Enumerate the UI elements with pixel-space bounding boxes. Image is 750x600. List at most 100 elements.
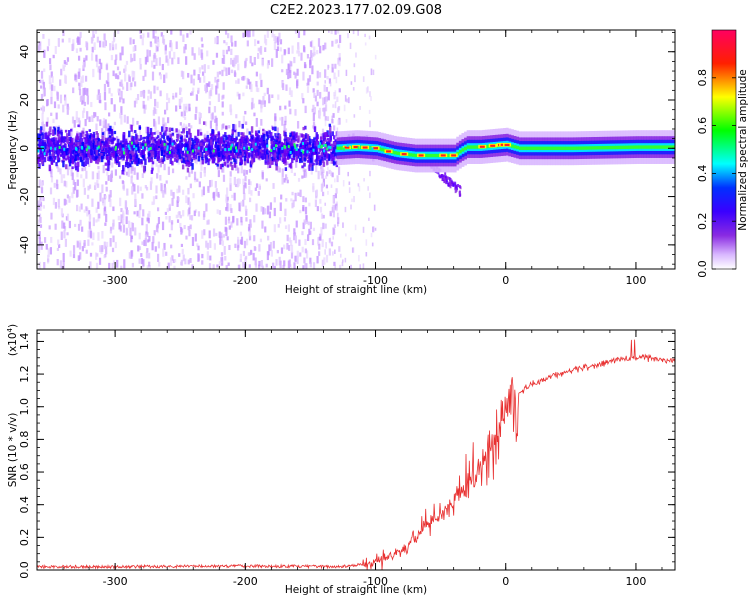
spectrogram-noise-cell <box>91 46 94 53</box>
spectrogram-band-cell <box>245 147 249 155</box>
spectrogram-noise-cell <box>245 170 248 175</box>
spectrogram-band-cell <box>90 134 94 138</box>
spectrogram-band-cell <box>161 146 164 151</box>
spectrogram-band-cell <box>66 136 69 143</box>
spectrogram-noise-cell <box>105 181 108 185</box>
spectrogram-noise-cell <box>136 120 139 125</box>
spectrogram-band-cell <box>79 151 83 156</box>
spectrogram-noise-cell <box>228 225 231 230</box>
spectrogram-band-cell <box>256 145 259 148</box>
spectrogram-noise-cell <box>299 189 302 198</box>
spectrogram-band-cell <box>180 156 183 159</box>
spectrogram-noise-cell <box>275 259 278 266</box>
spectrogram-noise-cell <box>285 68 289 76</box>
spectrogram-noise-cell <box>288 87 292 95</box>
spectrogram-noise-cell <box>75 189 79 198</box>
spectrogram-noise-cell <box>102 201 105 206</box>
spectrogram-band-cell <box>111 131 114 137</box>
spectrogram-band-cell <box>122 157 125 161</box>
spectrogram-noise-cell <box>346 98 348 103</box>
spectrogram-noise-cell <box>61 265 64 269</box>
spectrogram-noise-cell <box>158 57 162 66</box>
spectrogram-noise-cell <box>156 130 160 137</box>
spectrogram-noise-cell <box>119 52 122 61</box>
spectrogram-band-cell <box>82 161 86 167</box>
spectrogram-noise-cell <box>248 179 251 186</box>
spectrogram-band-cell <box>168 137 171 145</box>
spectrogram-noise-cell <box>289 70 292 79</box>
spectrogram-band-cell <box>170 148 174 155</box>
spectrogram-band-cell <box>76 146 79 151</box>
spectrogram-band-cell <box>115 152 119 157</box>
spectrogram-noise-cell <box>283 49 286 56</box>
spectrogram-noise-cell <box>301 231 304 236</box>
spectrogram-noise-cell <box>189 224 192 230</box>
spectrogram-noise-cell <box>373 204 376 211</box>
spectrogram-noise-cell <box>42 205 45 209</box>
spectrogram-band-cell <box>166 149 170 154</box>
spectrogram-band-cell <box>201 139 204 143</box>
spectrogram-band-cell <box>181 152 185 155</box>
spectrogram-band-cell <box>44 140 47 144</box>
spectrogram-noise-cell <box>108 87 111 94</box>
spectrogram-noise-cell <box>134 227 137 236</box>
spectrogram-noise-cell <box>222 55 226 65</box>
spectrogram-noise-cell <box>309 41 313 47</box>
spectrogram-noise-cell <box>121 86 125 90</box>
spectrogram-noise-cell <box>273 265 276 269</box>
spectrogram-band-cell <box>308 144 311 148</box>
spectrogram-noise-cell <box>222 123 225 129</box>
spectrogram-band-cell <box>122 165 125 172</box>
spectrogram-band-cell <box>50 160 54 166</box>
spectrogram-noise-cell <box>94 252 98 260</box>
spectrogram-band-cell <box>312 150 316 156</box>
spectrogram-noise-cell <box>114 241 117 249</box>
spectrogram-band-cell <box>321 136 324 140</box>
spectrogram-noise-cell <box>354 224 357 231</box>
spectrogram-noise-cell <box>114 169 118 176</box>
spectrogram-band-cell <box>284 140 287 145</box>
spectrogram-noise-cell <box>334 264 337 269</box>
spectrogram-band-cell <box>317 151 321 155</box>
spectrogram-band-cell <box>329 135 333 141</box>
spectrogram-band-cell <box>226 156 229 164</box>
spectrogram-noise-cell <box>42 197 45 202</box>
spectrogram-noise-cell <box>81 226 84 232</box>
spectrogram-noise-cell <box>206 220 209 225</box>
spectrogram-band-cell <box>71 137 74 145</box>
spectrogram-band-cell <box>172 146 175 150</box>
spectrogram-noise-cell <box>283 260 286 267</box>
spectrogram-noise-cell <box>122 98 125 104</box>
spectrogram-noise-cell <box>179 122 182 126</box>
spectrogram-noise-cell <box>152 30 155 39</box>
spectrogram-noise-cell <box>98 257 102 265</box>
spectrogram-noise-cell <box>138 246 142 251</box>
spectrogram-band-cell <box>101 132 105 136</box>
spectrogram-noise-cell <box>197 253 200 262</box>
spectrogram-noise-cell <box>326 116 330 122</box>
spectrogram-noise-cell <box>309 221 312 230</box>
spectrogram-noise-cell <box>279 202 282 212</box>
spectrogram-band-cell <box>129 151 132 154</box>
spectrogram-noise-cell <box>58 206 61 210</box>
spectrogram-noise-cell <box>112 260 116 265</box>
spectrogram-noise-cell <box>90 37 94 44</box>
spectrogram-band-cell <box>223 153 226 159</box>
spectrogram-noise-cell <box>37 200 40 210</box>
spectrogram-band-cell <box>332 154 335 158</box>
spectrogram-noise-cell <box>55 179 59 186</box>
spectrogram-band-cell <box>222 134 225 138</box>
spectrogram-noise-cell <box>255 183 259 188</box>
spectrogram-noise-cell <box>322 44 325 51</box>
spectrogram-noise-cell <box>55 129 58 135</box>
spectrogram-noise-cell <box>98 213 101 219</box>
spectrogram-noise-cell <box>109 198 112 208</box>
spectrogram-noise-cell <box>249 81 252 90</box>
spectrogram-ridge-cell <box>557 146 561 150</box>
spectrogram-noise-cell <box>136 172 139 180</box>
spectrogram-noise-cell <box>109 238 112 247</box>
spectrogram-noise-cell <box>215 123 218 131</box>
spectrogram-band-cell <box>201 151 204 159</box>
spectrogram-band-cell <box>164 130 167 136</box>
spectrogram-band-cell <box>250 154 254 159</box>
